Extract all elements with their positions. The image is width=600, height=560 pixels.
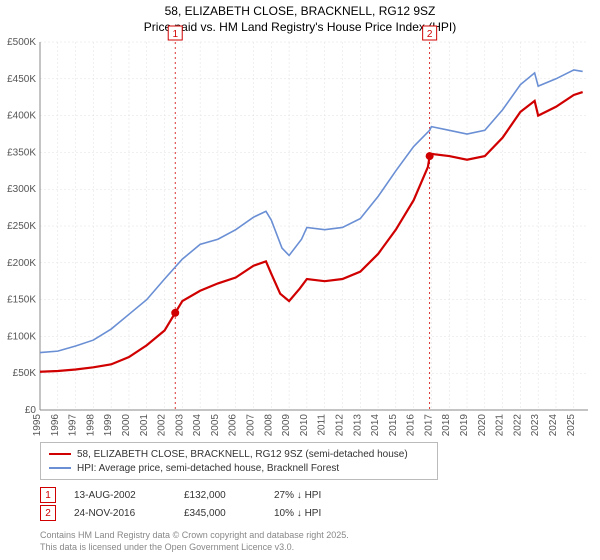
svg-text:2023: 2023 [530,414,541,437]
svg-text:2005: 2005 [210,414,221,437]
svg-text:2002: 2002 [157,414,168,437]
svg-text:£200K: £200K [7,258,36,269]
svg-text:1996: 1996 [50,414,61,437]
price-chart: £0£50K£100K£150K£200K£250K£300K£350K£400… [0,0,600,440]
svg-text:£400K: £400K [7,111,36,122]
svg-text:2011: 2011 [317,414,328,436]
svg-text:£350K: £350K [7,147,36,158]
svg-text:2025: 2025 [566,414,577,437]
svg-text:2016: 2016 [406,414,417,437]
svg-text:2012: 2012 [334,414,345,437]
svg-text:2017: 2017 [423,414,434,437]
table-row: 1 13-AUG-2002 £132,000 27% ↓ HPI [40,486,374,504]
svg-text:2021: 2021 [495,414,506,437]
sale-diff: 27% ↓ HPI [274,490,374,501]
footer: Contains HM Land Registry data © Crown c… [40,530,349,553]
sale-date: 13-AUG-2002 [74,490,184,501]
svg-text:1998: 1998 [85,414,96,437]
svg-text:£300K: £300K [7,184,36,195]
legend-label: HPI: Average price, semi-detached house,… [77,463,339,474]
svg-text:2003: 2003 [174,414,185,437]
sale-price: £345,000 [184,508,274,519]
legend: 58, ELIZABETH CLOSE, BRACKNELL, RG12 9SZ… [40,442,438,480]
svg-text:2001: 2001 [139,414,150,437]
svg-text:1: 1 [172,29,178,40]
svg-text:2008: 2008 [263,414,274,437]
svg-text:1997: 1997 [68,414,79,437]
svg-text:£100K: £100K [7,331,36,342]
sales-table: 1 13-AUG-2002 £132,000 27% ↓ HPI 2 24-NO… [40,486,374,522]
svg-text:2: 2 [427,29,433,40]
svg-text:2018: 2018 [441,414,452,437]
svg-text:2006: 2006 [228,414,239,437]
legend-label: 58, ELIZABETH CLOSE, BRACKNELL, RG12 9SZ… [77,449,408,460]
svg-text:£450K: £450K [7,74,36,85]
svg-text:1995: 1995 [32,414,43,437]
svg-text:£250K: £250K [7,221,36,232]
svg-text:2010: 2010 [299,414,310,437]
footer-line-1: Contains HM Land Registry data © Crown c… [40,530,349,542]
svg-text:2022: 2022 [512,414,523,437]
legend-swatch-blue [49,467,71,469]
svg-text:2004: 2004 [192,414,203,437]
legend-item-hpi: HPI: Average price, semi-detached house,… [49,461,429,475]
svg-text:1999: 1999 [103,414,114,437]
svg-text:£150K: £150K [7,295,36,306]
svg-text:2019: 2019 [459,414,470,437]
svg-text:2000: 2000 [121,414,132,437]
svg-text:2024: 2024 [548,414,559,437]
sale-date: 24-NOV-2016 [74,508,184,519]
svg-text:2014: 2014 [370,414,381,437]
svg-text:£50K: £50K [13,368,37,379]
svg-text:£500K: £500K [7,37,36,48]
footer-line-2: This data is licensed under the Open Gov… [40,542,349,554]
sale-price: £132,000 [184,490,274,501]
svg-text:2007: 2007 [246,414,257,437]
legend-item-price: 58, ELIZABETH CLOSE, BRACKNELL, RG12 9SZ… [49,447,429,461]
sale-ref-box: 2 [40,505,56,521]
sale-ref-box: 1 [40,487,56,503]
svg-text:2020: 2020 [477,414,488,437]
table-row: 2 24-NOV-2016 £345,000 10% ↓ HPI [40,504,374,522]
legend-swatch-red [49,453,71,455]
svg-text:2009: 2009 [281,414,292,437]
sale-diff: 10% ↓ HPI [274,508,374,519]
svg-text:2015: 2015 [388,414,399,437]
svg-text:2013: 2013 [352,414,363,437]
